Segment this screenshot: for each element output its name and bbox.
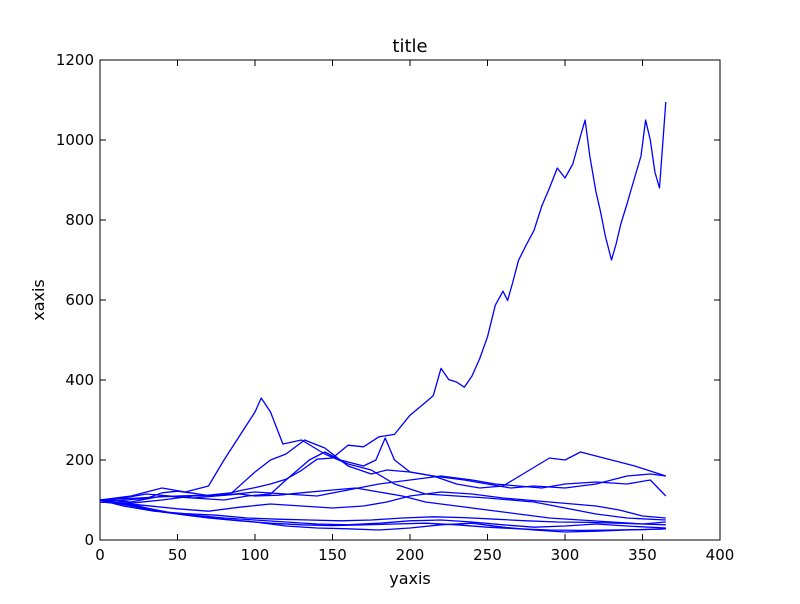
y-axis-label: xaxis (29, 279, 48, 321)
series-line-4 (99, 437, 666, 503)
y-tick-label: 600 (65, 291, 94, 309)
y-axis: 0 200 400 600 800 1000 1200 (56, 51, 720, 549)
x-tick-label: 200 (396, 546, 425, 564)
y-tick-label: 800 (65, 211, 94, 229)
x-axis-label: yaxis (389, 569, 431, 588)
chart-title: title (392, 36, 427, 57)
x-tick-label: 0 (95, 546, 105, 564)
x-tick-label: 250 (473, 546, 502, 564)
y-tick-label: 0 (84, 531, 94, 549)
x-axis: 0 50 100 150 200 250 300 350 400 (95, 60, 734, 564)
series-line-3 (99, 439, 666, 501)
x-tick-label: 400 (706, 546, 735, 564)
x-tick-label: 300 (551, 546, 580, 564)
series-line-6 (99, 491, 666, 519)
series-layer (99, 101, 667, 533)
y-tick-label: 200 (65, 451, 94, 469)
series-line-10 (99, 501, 666, 533)
series-line-5 (99, 475, 667, 504)
x-tick-label: 100 (241, 546, 270, 564)
x-tick-label: 50 (168, 546, 187, 564)
plot-area-frame (99, 59, 721, 541)
y-tick-label: 400 (65, 371, 94, 389)
x-tick-label: 150 (318, 546, 347, 564)
x-tick-label: 350 (628, 546, 657, 564)
y-tick-label: 1000 (56, 131, 94, 149)
series-line-11 (99, 101, 667, 502)
series-line-1 (99, 487, 666, 525)
series-line-2 (99, 397, 666, 521)
y-tick-label: 1200 (56, 51, 94, 69)
series-line-7 (99, 499, 666, 529)
series-line-9 (99, 499, 666, 526)
